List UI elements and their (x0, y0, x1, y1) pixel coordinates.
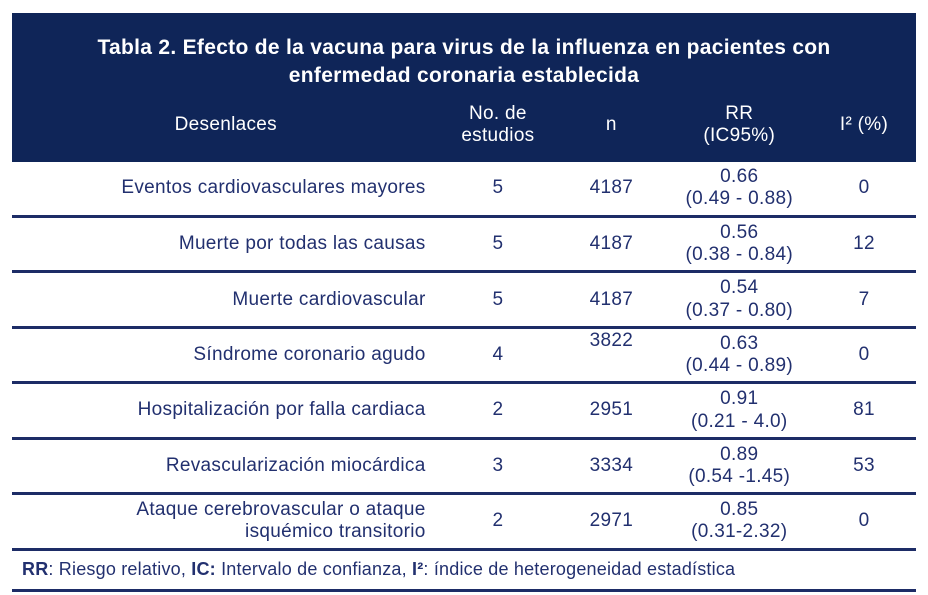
rr-confidence-interval: (0.38 - 0.84) (685, 244, 793, 266)
rr-confidence-interval: (0.21 - 4.0) (690, 410, 788, 432)
column-header-desenlaces: Desenlaces (12, 97, 440, 162)
rr-value: 0.66 (720, 166, 759, 188)
n-cell: 4187 (589, 177, 634, 199)
i2-cell: 0 (858, 177, 870, 199)
n-cell: 3822 (589, 329, 634, 351)
i2-cell: 0 (858, 343, 870, 365)
rr-value: 0.91 (720, 388, 759, 410)
rr-confidence-interval: (0.54 -1.45) (688, 465, 791, 487)
i2-cell: 12 (853, 233, 875, 255)
results-table: Tabla 2. Efecto de la vacuna para virus … (12, 13, 916, 592)
table-header: Tabla 2. Efecto de la vacuna para virus … (12, 13, 916, 162)
rr-confidence-interval: (0.44 - 0.89) (685, 355, 793, 377)
column-header-n: n (556, 97, 667, 162)
table-row: Ataque cerebrovascular o ataque isquémic… (12, 493, 916, 549)
table-footer: RR: Riesgo relativo, IC: Intervalo de co… (12, 547, 916, 592)
rr-cell: 0.54 (0.37 - 0.80) (666, 272, 812, 327)
rr-cell: 0.66 (0.49 - 0.88) (666, 162, 812, 217)
table-title: Tabla 2. Efecto de la vacuna para virus … (97, 36, 831, 87)
table-footnote: RR: Riesgo relativo, IC: Intervalo de co… (12, 547, 916, 592)
column-header-rr-ic95: RR (IC95%) (666, 97, 813, 162)
footnote-segment: RR (22, 558, 49, 579)
rr-cell: 0.56 (0.38 - 0.84) (666, 217, 812, 272)
column-header-i2-pct: I² (%) (812, 97, 916, 162)
table-row: Revascularización miocárdica 3 3334 0.89 (0.… (12, 438, 916, 493)
footnote-segment: IC: (191, 558, 216, 579)
rr-confidence-interval: (0.31-2.32) (691, 521, 788, 543)
outcome-cell: Muerte cardiovascular (232, 288, 426, 310)
table-row: Hospitalización por falla cardiaca 2 2951 0… (12, 382, 916, 438)
table-body: Eventos cardiovasculares mayores 5 4187 0.6… (12, 162, 916, 550)
footnote-segment: : Riesgo relativo, (48, 558, 192, 579)
outcome-cell: Muerte por todas las causas (178, 233, 426, 255)
rr-confidence-interval: (0.49 - 0.88) (685, 188, 793, 210)
outcome-cell: Ataque cerebrovascular o ataque isquémic… (136, 499, 426, 543)
table-row: Síndrome coronario agudo 4 3822 0.63 (0.44 -… (12, 327, 916, 382)
table-row: Muerte por todas las causas 5 4187 0.56 (0.3… (12, 216, 916, 272)
studies-count-cell: 4 (492, 343, 504, 365)
i2-cell: 0 (858, 510, 870, 532)
column-header-no-de-estudios: No. de estudios (439, 97, 557, 162)
footnote-row: RR: Riesgo relativo, IC: Intervalo de co… (12, 547, 916, 592)
studies-count-cell: 5 (492, 177, 504, 199)
n-cell: 3334 (589, 454, 634, 476)
rr-value: 0.54 (720, 277, 759, 299)
outcome-cell: Síndrome coronario agudo (193, 343, 426, 365)
i2-cell: 7 (858, 288, 870, 310)
outcome-cell: Eventos cardiovasculares mayores (121, 177, 426, 199)
footnote-segment: I² (412, 558, 424, 579)
column-header-row: Desenlaces No. de estudios n RR (IC95%) … (12, 97, 916, 162)
n-cell: 4187 (589, 233, 634, 255)
rr-confidence-interval: (0.37 - 0.80) (685, 299, 793, 321)
studies-count-cell: 2 (492, 510, 504, 532)
title-row: Tabla 2. Efecto de la vacuna para virus … (12, 13, 916, 98)
studies-count-cell: 3 (492, 454, 504, 476)
rr-value: 0.56 (720, 222, 759, 243)
studies-count-cell: 5 (492, 288, 504, 310)
studies-count-cell: 2 (492, 399, 504, 421)
outcome-cell: Hospitalización por falla cardiaca (137, 399, 426, 421)
n-cell: 2971 (589, 510, 634, 532)
rr-cell: 0.91 (0.21 - 4.0) (666, 383, 812, 438)
studies-count-cell: 5 (492, 233, 504, 255)
rr-cell: 0.85 (0.31-2.32) (666, 494, 812, 549)
footnote-segment: : índice de heterogeneidad estadística (423, 558, 736, 579)
rr-value: 0.63 (720, 332, 759, 354)
i2-cell: 53 (853, 454, 875, 476)
footnote-segment: Intervalo de confianza, (215, 558, 413, 579)
rr-cell: 0.89 (0.54 -1.45) (666, 438, 812, 493)
outcome-cell: Revascularización miocárdica (165, 454, 426, 476)
rr-value: 0.89 (720, 443, 759, 465)
rr-value: 0.85 (720, 499, 759, 521)
table-row: Muerte cardiovascular 5 4187 0.54 (0.37 - 0.… (12, 271, 916, 327)
i2-cell: 81 (853, 399, 875, 421)
table-row: Eventos cardiovasculares mayores 5 4187 0.6… (12, 162, 916, 217)
n-cell: 2951 (589, 399, 634, 421)
rr-cell: 0.63 (0.44 - 0.89) (666, 327, 812, 382)
n-cell: 4187 (589, 288, 634, 310)
